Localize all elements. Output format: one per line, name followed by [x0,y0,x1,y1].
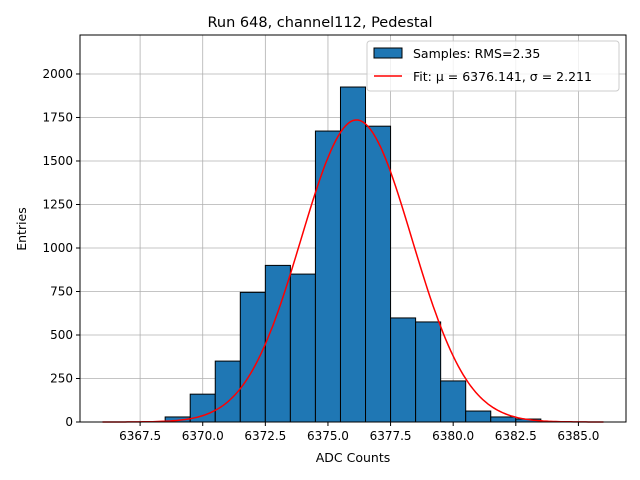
y-tick-label: 750 [50,284,73,298]
legend-label-fit: Fit: μ = 6376.141, σ = 2.211 [413,69,592,84]
y-tick-label: 250 [50,371,73,385]
histogram-bar [390,317,417,423]
legend: Samples: RMS=2.35 Fit: μ = 6376.141, σ =… [366,40,620,92]
y-tick-label: 500 [50,328,73,342]
histogram-bar [440,380,467,423]
x-axis-label: ADC Counts [316,450,391,465]
x-tick-label: 6380.0 [432,429,474,443]
histogram-bar [289,273,316,423]
histogram-bar [314,130,341,423]
histogram-bar [415,321,442,423]
y-tick-label: 1250 [42,197,73,211]
x-tick-label: 6377.5 [370,429,412,443]
y-tick-label: 1750 [42,110,73,124]
histogram-bar [465,410,492,423]
fit-curve [102,119,604,423]
chart-title: Run 648, channel112, Pedestal [207,15,432,31]
y-tick-label: 1500 [42,154,73,168]
y-axis-ticks: 0 250 500 750 1000 1250 1500 1750 2000 [42,67,80,429]
legend-label-samples: Samples: RMS=2.35 [413,46,540,61]
y-tick-label: 2000 [42,67,73,81]
x-tick-label: 6375.0 [307,429,349,443]
histogram-bars [164,86,542,423]
legend-box [366,40,620,92]
x-tick-label: 6372.5 [244,429,286,443]
x-axis-ticks: 6367.5 6370.0 6372.5 6375.0 6377.5 6380.0 6382… [119,422,599,443]
legend-patch-samples [373,47,403,59]
histogram-bar [239,291,266,423]
y-tick-label: 1000 [42,241,73,255]
x-tick-label: 6385.0 [557,429,599,443]
histogram-bar [365,125,392,423]
x-tick-label: 6370.0 [182,429,224,443]
histogram-bar [264,264,291,423]
x-tick-label: 6367.5 [119,429,161,443]
plot-frame [79,34,627,423]
y-tick-label: 0 [65,415,73,429]
x-tick-label: 6382.5 [495,429,537,443]
histogram-bar [214,360,241,423]
histogram-bar [490,416,517,423]
histogram-bar [339,86,367,423]
y-axis-label: Entries [14,207,29,251]
